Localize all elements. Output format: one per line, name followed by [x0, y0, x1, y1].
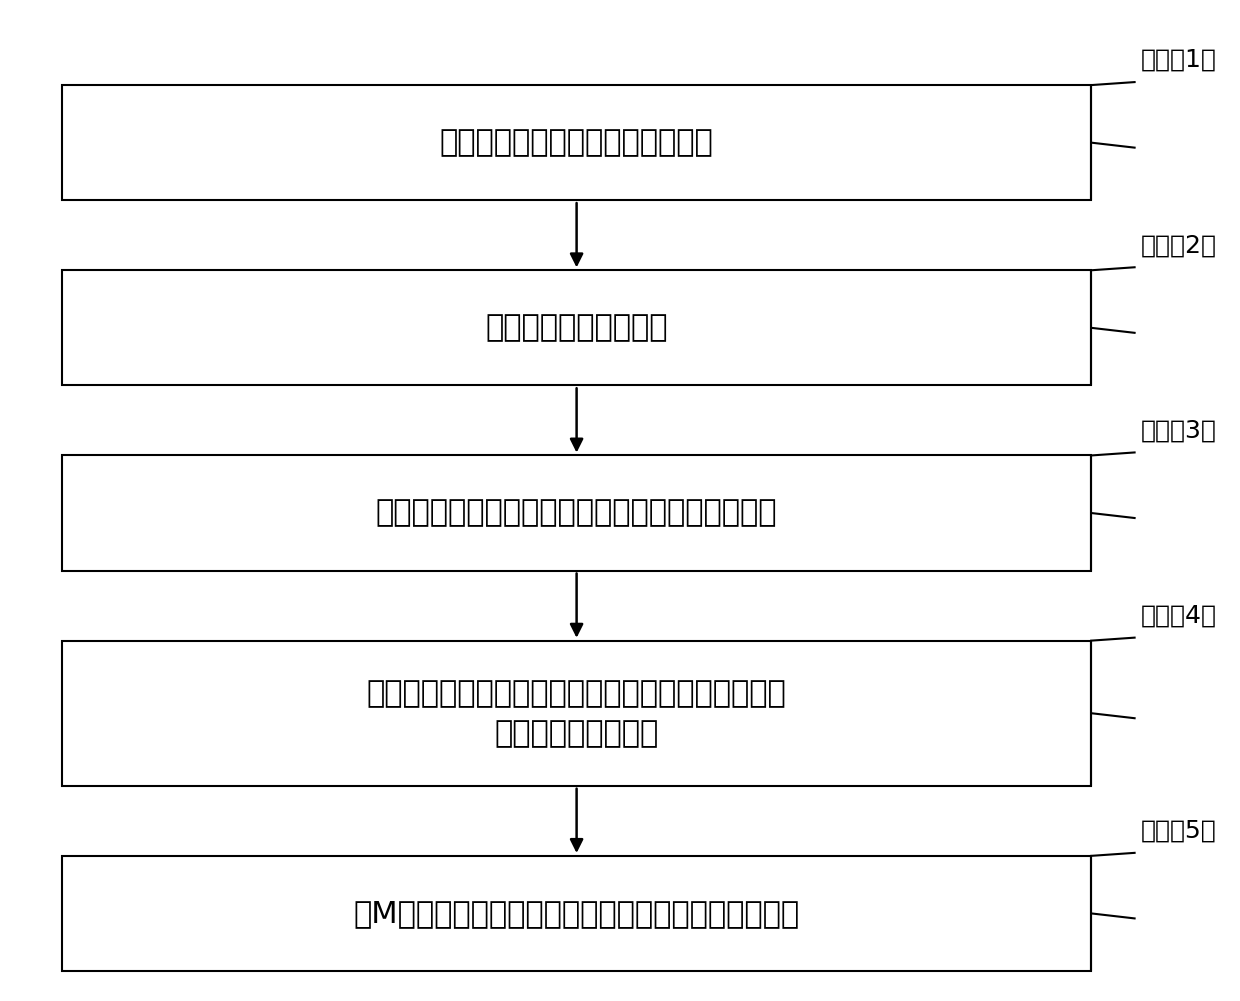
Bar [62, 85, 1091, 200]
Text: 步骤（5）: 步骤（5） [1141, 819, 1216, 843]
Text: 步骤（3）: 步骤（3） [1141, 418, 1216, 442]
Text: 将M类磁环进行组合，确定磁环组的抑制电磁散射效率: 将M类磁环进行组合，确定磁环组的抑制电磁散射效率 [353, 899, 800, 928]
Text: 步骤（4）: 步骤（4） [1141, 604, 1216, 628]
Bar [62, 856, 1091, 971]
Text: 等效电阻及等效感抗: 等效电阻及等效感抗 [495, 719, 658, 748]
Text: 导线增加磁环后，确定所述磁环的电感及感抗增量: 导线增加磁环后，确定所述磁环的电感及感抗增量 [376, 498, 777, 528]
Text: 导线增加磁环后，确定所述导线与磁环的等效电感、: 导线增加磁环后，确定所述导线与磁环的等效电感、 [367, 679, 786, 708]
Bar [62, 641, 1091, 786]
Text: 选择工作频率大于截止频率的磁环: 选择工作频率大于截止频率的磁环 [440, 128, 713, 157]
Text: 步骤（2）: 步骤（2） [1141, 233, 1216, 257]
Bar [62, 270, 1091, 385]
Bar [62, 455, 1091, 571]
Text: 步骤（1）: 步骤（1） [1141, 48, 1216, 72]
Text: 确定所述磁环的磁导率: 确定所述磁环的磁导率 [485, 313, 668, 342]
